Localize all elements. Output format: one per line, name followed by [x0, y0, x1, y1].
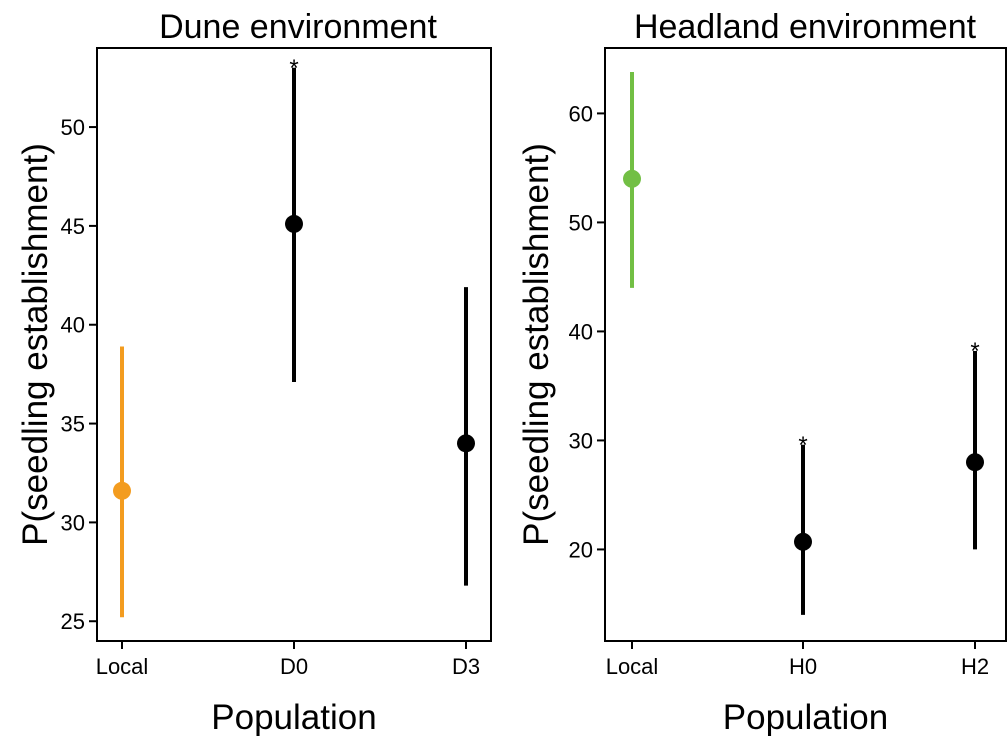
y-tick-label: 50	[569, 210, 593, 235]
dune-y-axis-title: P(seedling establishment)	[16, 143, 55, 546]
headland-y-axis-title: P(seedling establishment)	[517, 143, 556, 546]
headland-panel: Headland environment 20 30 40 50 60 Local H0 H2 P…	[517, 8, 1007, 736]
headland-x-axis-title: Population	[723, 698, 888, 736]
headland-significance-marker-h2: *	[970, 338, 979, 365]
y-tick-label: 50	[61, 115, 85, 140]
headland-chart-title: Headland environment	[634, 8, 977, 46]
y-tick-label: 60	[569, 101, 593, 126]
headland-point-local	[623, 169, 641, 188]
y-tick-label: 20	[569, 537, 593, 562]
x-tick-label: D3	[452, 654, 480, 679]
y-tick-label: 40	[61, 313, 85, 338]
y-tick-label: 30	[569, 428, 593, 453]
y-tick-label: 25	[61, 609, 85, 634]
dune-significance-marker-d0: *	[289, 55, 298, 82]
dune-point-d0	[285, 214, 303, 233]
dune-x-axis-title: Population	[211, 698, 376, 736]
dune-panel: Dune environment 25 30 35 40 45 50 Local D0 D3 Pop…	[16, 8, 492, 736]
headland-plot-frame	[604, 47, 1007, 642]
headland-significance-marker-h0: *	[798, 432, 807, 459]
x-tick-label: H0	[789, 654, 817, 679]
y-tick-label: 35	[61, 412, 85, 437]
x-tick-label: D0	[280, 654, 308, 679]
dune-point-local	[113, 481, 131, 500]
y-tick-label: 45	[61, 214, 85, 239]
dune-chart-title: Dune environment	[159, 8, 437, 46]
x-tick-label: H2	[961, 654, 989, 679]
y-tick-label: 30	[61, 510, 85, 535]
x-tick-label: Local	[96, 654, 149, 679]
x-tick-label: Local	[606, 654, 659, 679]
y-tick-label: 40	[569, 319, 593, 344]
headland-point-h2	[966, 453, 984, 472]
headland-point-h0	[794, 532, 812, 551]
dune-point-d3	[457, 434, 475, 453]
